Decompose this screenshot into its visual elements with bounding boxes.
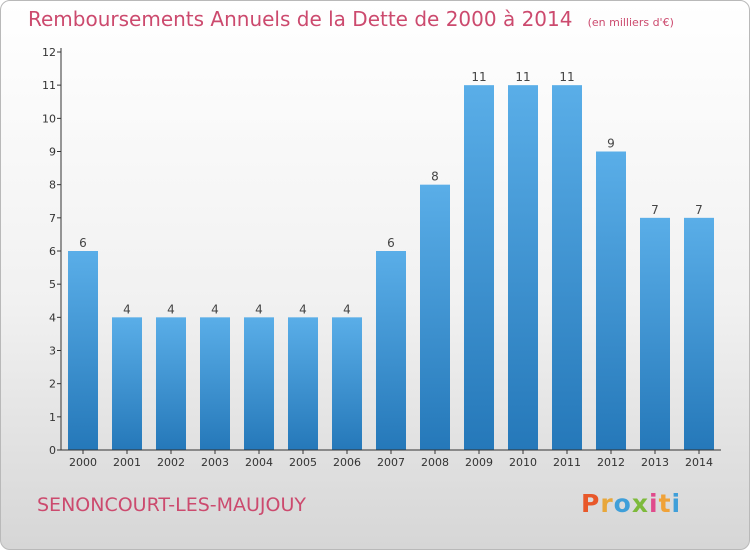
bar (508, 85, 538, 451)
x-tick-label: 2003 (201, 456, 229, 469)
y-tick-label: 8 (49, 179, 56, 192)
y-tick-label: 3 (49, 345, 56, 358)
bar-value-label: 4 (211, 302, 219, 316)
x-tick-label: 2010 (509, 456, 537, 469)
bar-value-label: 4 (123, 302, 131, 316)
x-tick-label: 2009 (465, 456, 493, 469)
bar-value-label: 4 (255, 302, 263, 316)
bar (288, 317, 318, 450)
proxiti-logo: Proxiti (581, 489, 681, 518)
y-tick-label: 4 (49, 311, 56, 324)
x-tick-label: 2007 (377, 456, 405, 469)
chart-title: Remboursements Annuels de la Dette de 20… (28, 7, 573, 31)
bar (156, 317, 186, 450)
x-tick-label: 2012 (597, 456, 625, 469)
bar (552, 85, 582, 451)
bar-value-label: 7 (651, 203, 659, 217)
x-tick-label: 2000 (69, 456, 97, 469)
chart-unit: (en milliers d'€) (587, 16, 674, 29)
bar-value-label: 6 (79, 236, 87, 250)
x-tick-label: 2002 (157, 456, 185, 469)
y-tick-label: 6 (49, 245, 56, 258)
x-tick-label: 2005 (289, 456, 317, 469)
bar-value-label: 9 (607, 137, 615, 151)
bar (596, 151, 626, 450)
logo-letter: i (671, 489, 682, 518)
bar-value-label: 4 (167, 302, 175, 316)
bar (112, 317, 142, 450)
x-tick-label: 2008 (421, 456, 449, 469)
x-tick-label: 2013 (641, 456, 669, 469)
bar (640, 217, 670, 450)
y-tick-label: 0 (49, 444, 56, 457)
y-tick-label: 9 (49, 146, 56, 159)
y-tick-label: 7 (49, 212, 56, 225)
logo-letter: i (649, 489, 659, 518)
logo-letter: P (581, 489, 601, 518)
y-tick-label: 5 (49, 278, 56, 291)
bar (464, 85, 494, 451)
bar-value-label: 4 (299, 302, 307, 316)
bar-value-label: 11 (559, 70, 574, 84)
bar (244, 317, 274, 450)
y-tick-label: 2 (49, 378, 56, 391)
bar-value-label: 8 (431, 170, 439, 184)
bars: 6 4 4 4 4 4 4 6 8 11 11 11 9 7 7 (68, 70, 714, 451)
bar-value-label: 4 (343, 302, 351, 316)
bar (376, 251, 406, 450)
x-axis: 2000 2001 2002 2003 2004 2005 2006 2007 2008 2009… (61, 449, 721, 469)
bar-value-label: 11 (515, 70, 530, 84)
y-tick-label: 12 (42, 46, 56, 59)
bar-value-label: 7 (695, 203, 703, 217)
y-tick-label: 11 (42, 79, 56, 92)
logo-letter: r (600, 489, 614, 518)
bar (420, 184, 450, 450)
x-tick-label: 2011 (553, 456, 581, 469)
x-tick-label: 2014 (685, 456, 713, 469)
bar (68, 251, 98, 450)
x-tick-label: 2001 (113, 456, 141, 469)
bar-value-label: 6 (387, 236, 395, 250)
bar (200, 317, 230, 450)
y-tick-label: 1 (49, 411, 56, 424)
x-tick-label: 2006 (333, 456, 361, 469)
logo-letter: t (658, 489, 672, 518)
bar-value-label: 11 (471, 70, 486, 84)
chart-title-block: Remboursements Annuels de la Dette de 20… (28, 7, 674, 31)
logo-letter: o (613, 489, 632, 518)
y-tick-label: 10 (42, 112, 56, 125)
commune-name: SENONCOURT-LES-MAUJOUY (37, 494, 306, 516)
x-tick-label: 2004 (245, 456, 273, 469)
logo-letter: x (631, 489, 649, 518)
bar (684, 217, 714, 450)
bar (332, 317, 362, 450)
